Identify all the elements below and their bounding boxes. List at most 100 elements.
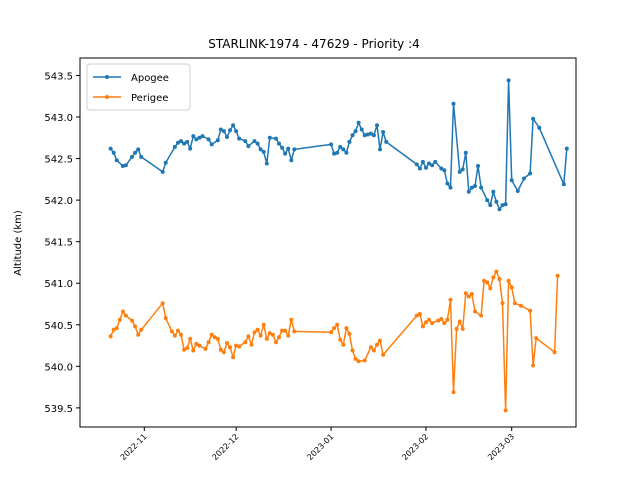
data-point [120, 309, 125, 314]
data-point [172, 333, 177, 338]
data-point [506, 78, 511, 83]
data-point [485, 198, 490, 203]
data-point [114, 158, 119, 163]
data-point [194, 341, 199, 346]
data-point [274, 136, 278, 141]
data-point [182, 141, 187, 146]
data-point [424, 320, 428, 325]
data-point [255, 141, 260, 146]
data-point [371, 348, 376, 353]
data-point [160, 169, 165, 174]
plot-frame [79, 57, 577, 428]
data-point [225, 135, 229, 139]
data-point [197, 343, 202, 348]
data-point [347, 331, 352, 336]
data-point [215, 336, 220, 341]
data-point [179, 139, 183, 144]
data-point [292, 147, 297, 152]
y-tick-label: 543.0 [44, 113, 73, 124]
data-point [277, 335, 281, 340]
data-point [359, 127, 364, 132]
y-tick-label: 541.0 [44, 279, 73, 290]
data-point [460, 326, 465, 331]
data-point [445, 317, 450, 322]
data-point [476, 164, 480, 168]
data-point [552, 350, 557, 355]
data-point [185, 346, 190, 350]
data-point [283, 151, 288, 156]
data-point [182, 347, 187, 352]
data-point [375, 342, 379, 347]
data-point [188, 146, 193, 151]
data-point [130, 154, 134, 159]
data-point [353, 129, 358, 134]
data-point [133, 150, 138, 155]
data-point [264, 161, 269, 166]
data-point [123, 313, 128, 318]
data-point [218, 347, 223, 352]
data-point [341, 147, 346, 152]
y-tick-label: 542.0 [44, 196, 73, 207]
data-point [176, 140, 180, 145]
data-point [531, 363, 536, 368]
data-point [537, 125, 542, 130]
x-tick-label: 2022-12 [211, 432, 241, 462]
data-point [136, 332, 141, 337]
data-point [209, 332, 214, 337]
data-point [445, 181, 450, 186]
data-point [114, 326, 119, 331]
data-point [274, 340, 278, 345]
data-point [531, 116, 536, 121]
series-layer [108, 78, 569, 413]
data-point [176, 328, 180, 333]
y-tick-label: 540.0 [44, 362, 73, 373]
data-point [417, 312, 422, 316]
data-point [497, 277, 502, 282]
data-point [332, 151, 337, 156]
data-point [454, 326, 459, 331]
data-point [491, 275, 496, 280]
data-point [163, 316, 168, 321]
data-point [136, 147, 141, 152]
data-point [427, 317, 431, 322]
data-point [246, 334, 251, 339]
data-point [469, 292, 474, 296]
data-point [234, 343, 239, 348]
data-point [503, 408, 508, 413]
data-point [350, 133, 355, 138]
data-point [283, 328, 288, 333]
data-point [451, 390, 456, 395]
y-tick-label: 542.5 [44, 155, 73, 166]
data-point [163, 160, 168, 165]
data-point [522, 176, 526, 181]
data-point [509, 178, 514, 183]
data-point [420, 159, 425, 164]
data-point [451, 101, 456, 106]
data-point [289, 158, 294, 163]
chart-title: STARLINK-1974 - 47629 - Priority :4 [208, 37, 420, 51]
data-point [344, 150, 349, 155]
data-point [172, 144, 177, 149]
data-point [286, 333, 291, 338]
data-point [473, 184, 477, 188]
data-point [221, 129, 226, 134]
data-point [169, 329, 174, 334]
y-axis: 539.5 540.0 540.5 541.0 541.5 542.0 542.5 543.0… [44, 71, 80, 415]
data-point [420, 324, 425, 329]
data-point [237, 136, 242, 141]
data-point [534, 336, 539, 341]
data-point [564, 146, 569, 151]
data-point [365, 132, 370, 137]
data-point [289, 317, 294, 322]
data-point [427, 161, 431, 166]
data-point [466, 294, 471, 299]
data-point [356, 120, 361, 125]
data-point [368, 131, 373, 136]
data-point [130, 318, 134, 323]
data-point [500, 203, 505, 208]
series-apogee [108, 78, 569, 212]
data-point [267, 135, 272, 140]
data-point [221, 350, 226, 355]
y-tick-label: 543.5 [44, 71, 73, 82]
data-point [280, 328, 285, 333]
